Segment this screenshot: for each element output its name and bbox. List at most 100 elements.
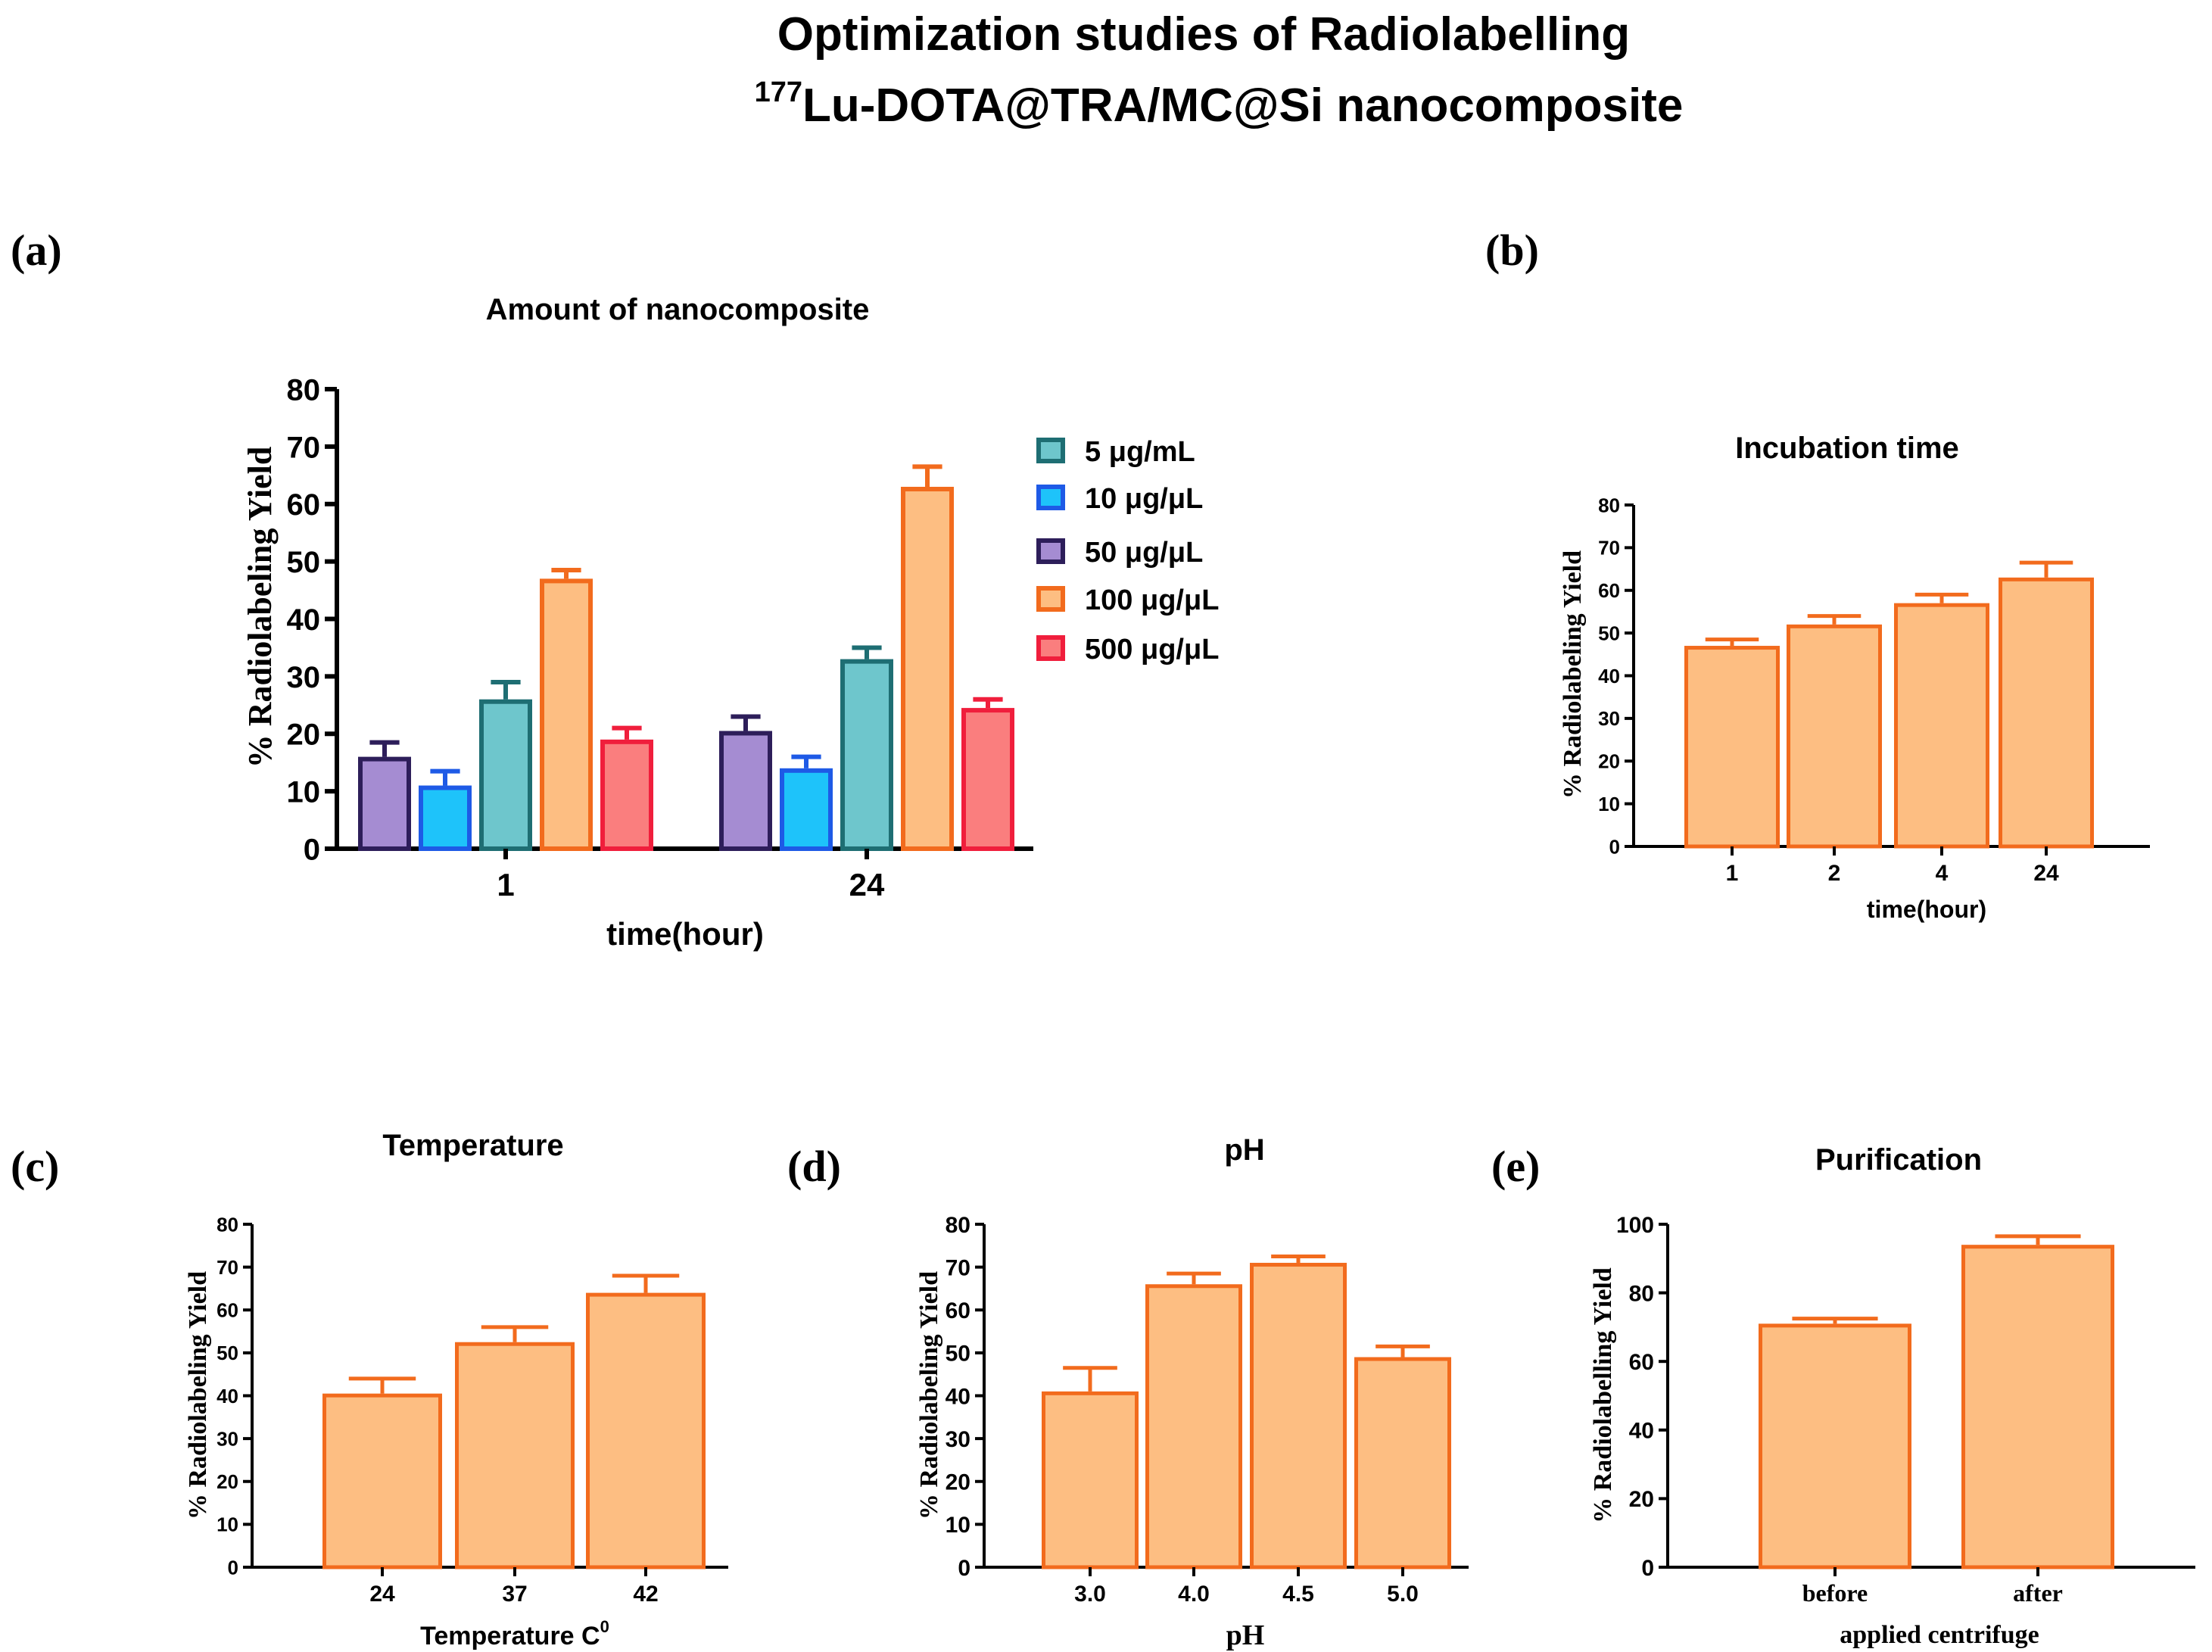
x-tick-label-b: 24 bbox=[2033, 861, 2059, 886]
x-tick-label-c: 42 bbox=[633, 1582, 658, 1607]
y-tick-label-d: 40 bbox=[946, 1384, 970, 1409]
legend-swatch-a bbox=[1036, 538, 1065, 564]
x-axis-label-c-text: Temperature C bbox=[420, 1622, 600, 1650]
y-tick-label-e: 0 bbox=[1641, 1556, 1654, 1581]
y-axis-label-d: % Radiolabeling Yield bbox=[915, 1271, 943, 1520]
legend-a: 5 μg/mL 10 μg/μL 50 μg/μL 100 μg/μL 500 μg/μ… bbox=[1036, 436, 1219, 665]
y-tick-label-b: 60 bbox=[1598, 579, 1620, 602]
x-tick-label-c: 24 bbox=[369, 1582, 395, 1607]
bar-a bbox=[901, 486, 954, 851]
bar-d bbox=[1250, 1262, 1347, 1569]
bar-d bbox=[1354, 1357, 1451, 1569]
x-axis-label-c: Temperature C0 bbox=[420, 1617, 609, 1650]
y-tick-label-c: 0 bbox=[228, 1556, 238, 1579]
chart-marks-d: 0 10 20 30 40 50 60 70 80 3.0 4.0 4.5 5.0 bbox=[946, 1213, 1469, 1607]
y-tick-label-b: 30 bbox=[1598, 707, 1620, 730]
y-tick-label-e: 80 bbox=[1629, 1281, 1654, 1306]
bar-a bbox=[600, 739, 653, 852]
title-line2-text: Lu-DOTA@TRA/MC@Si nanocomposite bbox=[802, 79, 1683, 132]
bar-c bbox=[586, 1292, 706, 1569]
y-tick-label-c: 50 bbox=[217, 1342, 238, 1364]
bar-b bbox=[1999, 577, 2094, 849]
y-axis-label-a: % Radiolabeling Yield bbox=[241, 447, 279, 768]
panel-label-d: (d) bbox=[787, 1142, 841, 1191]
legend-swatch-a bbox=[1036, 485, 1065, 510]
y-tick-label-a: 70 bbox=[287, 431, 321, 464]
bar-e bbox=[1961, 1245, 2114, 1569]
chart-marks-e: 0 20 40 60 80 100 before after bbox=[1616, 1213, 2195, 1607]
x-tick-label-b: 2 bbox=[1828, 861, 1841, 886]
y-tick-label-e: 40 bbox=[1629, 1419, 1654, 1444]
legend-swatch-a bbox=[1036, 586, 1065, 612]
bar-a bbox=[719, 731, 772, 851]
legend-label-a: 50 μg/μL bbox=[1085, 537, 1203, 569]
chart-title-a: Amount of nanocomposite bbox=[486, 293, 870, 326]
chart-title-e: Purification bbox=[1815, 1143, 1982, 1177]
legend-label-a: 500 μg/μL bbox=[1085, 634, 1219, 665]
y-tick-label-c: 20 bbox=[217, 1470, 238, 1493]
legend-swatch-a bbox=[1036, 635, 1065, 661]
chart-marks-a: 0 10 20 30 40 50 60 70 80 1 24 bbox=[287, 373, 1033, 902]
x-tick-label-a: 1 bbox=[497, 867, 514, 902]
bar-d bbox=[1145, 1284, 1242, 1569]
chart-title-d: pH bbox=[1224, 1133, 1264, 1167]
x-tick-label-b: 1 bbox=[1726, 861, 1739, 886]
x-tick-label-d: 5.0 bbox=[1387, 1582, 1419, 1607]
y-axis-label-e: % Radiolabelling Yield bbox=[1589, 1267, 1617, 1523]
y-tick-label-a: 20 bbox=[287, 718, 321, 752]
y-tick-label-a: 80 bbox=[287, 373, 321, 407]
y-tick-label-d: 50 bbox=[946, 1342, 970, 1367]
x-tick-label-d: 4.0 bbox=[1178, 1582, 1210, 1607]
panel-a: (a) Amount of nanocomposite 0 10 20 30 40 50 6… bbox=[11, 226, 1219, 952]
y-tick-label-b: 10 bbox=[1598, 793, 1620, 815]
y-tick-label-e: 20 bbox=[1629, 1487, 1654, 1512]
x-tick-label-e: after bbox=[2013, 1579, 2063, 1607]
bar-a bbox=[358, 756, 411, 851]
legend-label-a: 5 μg/mL bbox=[1085, 436, 1195, 468]
x-tick-label-d: 3.0 bbox=[1074, 1582, 1106, 1607]
x-axis-label-a: time(hour) bbox=[606, 916, 764, 952]
y-tick-label-d: 20 bbox=[946, 1470, 970, 1495]
x-axis-label-c-sup: 0 bbox=[600, 1617, 609, 1636]
bar-a bbox=[479, 699, 532, 851]
bar-b bbox=[1894, 603, 1989, 849]
x-axis-label-d: pH bbox=[1226, 1619, 1265, 1651]
y-tick-label-b: 80 bbox=[1598, 494, 1620, 516]
x-axis-label-e: applied centrifuge bbox=[1840, 1621, 2039, 1649]
panel-label-b: (b) bbox=[1485, 226, 1539, 275]
y-tick-label-b: 0 bbox=[1609, 835, 1620, 858]
title-superscript: 177 bbox=[755, 76, 802, 108]
y-tick-label-a: 30 bbox=[287, 661, 321, 694]
figure-title-line2: 177Lu-DOTA@TRA/MC@Si nanocomposite bbox=[755, 76, 1684, 132]
panel-label-e: (e) bbox=[1491, 1142, 1540, 1191]
chart-marks-c: 0 10 20 30 40 50 60 70 80 24 37 42 bbox=[217, 1213, 728, 1607]
bar-a bbox=[780, 768, 833, 852]
x-tick-label-a: 24 bbox=[849, 867, 885, 902]
x-tick-label-e: before bbox=[1802, 1579, 1868, 1607]
y-tick-label-e: 60 bbox=[1629, 1350, 1654, 1375]
y-tick-label-b: 50 bbox=[1598, 622, 1620, 644]
y-tick-label-c: 80 bbox=[217, 1213, 238, 1236]
y-tick-label-d: 80 bbox=[946, 1213, 970, 1238]
y-tick-label-a: 0 bbox=[304, 833, 320, 866]
y-tick-label-b: 20 bbox=[1598, 750, 1620, 773]
y-axis-label-c: % Radiolabeling Yield bbox=[184, 1271, 212, 1520]
bar-b bbox=[1684, 646, 1780, 849]
bar-c bbox=[455, 1342, 575, 1569]
y-tick-label-d: 0 bbox=[958, 1556, 970, 1581]
legend-label-a: 100 μg/μL bbox=[1085, 584, 1219, 616]
y-tick-label-c: 70 bbox=[217, 1256, 238, 1279]
x-axis-label-b: time(hour) bbox=[1867, 896, 1986, 923]
bar-e bbox=[1759, 1323, 1911, 1569]
y-tick-label-a: 10 bbox=[287, 776, 321, 809]
y-tick-label-d: 30 bbox=[946, 1427, 970, 1452]
y-tick-label-d: 70 bbox=[946, 1255, 970, 1280]
y-tick-label-e: 100 bbox=[1616, 1213, 1654, 1238]
panel-d: (d) pH 0 10 20 30 40 50 60 70 80 3.0 4.0 4.5 5.0 % R… bbox=[787, 1133, 1469, 1651]
panel-e: (e) Purification 0 20 40 60 80 100 before after… bbox=[1491, 1142, 2195, 1649]
y-tick-label-a: 50 bbox=[287, 546, 321, 579]
panel-label-a: (a) bbox=[11, 226, 62, 275]
